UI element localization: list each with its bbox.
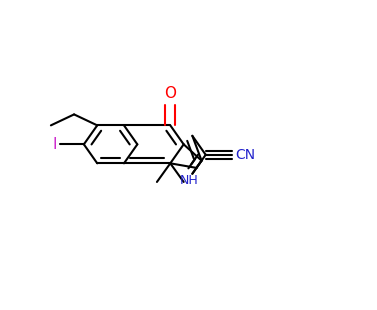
Text: CN: CN <box>235 148 256 162</box>
Text: O: O <box>164 86 176 101</box>
Text: NH: NH <box>179 174 198 187</box>
Text: I: I <box>52 137 57 152</box>
